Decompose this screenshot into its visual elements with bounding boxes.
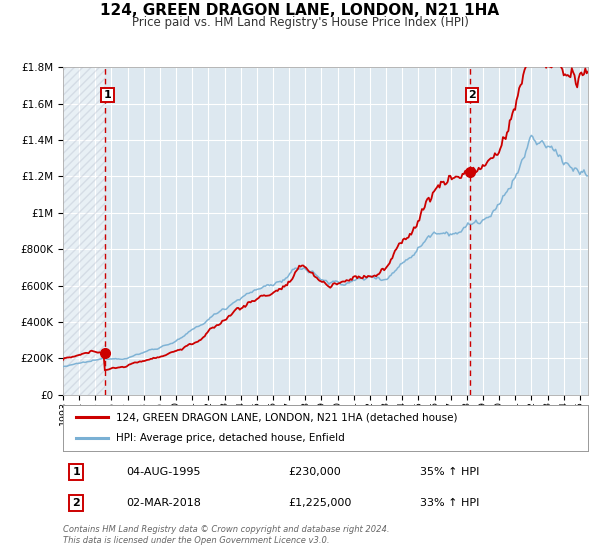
Text: 35% ↑ HPI: 35% ↑ HPI bbox=[420, 467, 479, 477]
Text: 02-MAR-2018: 02-MAR-2018 bbox=[126, 498, 201, 508]
Text: Price paid vs. HM Land Registry's House Price Index (HPI): Price paid vs. HM Land Registry's House … bbox=[131, 16, 469, 29]
Text: 2: 2 bbox=[468, 90, 476, 100]
Text: 33% ↑ HPI: 33% ↑ HPI bbox=[420, 498, 479, 508]
Text: 04-AUG-1995: 04-AUG-1995 bbox=[126, 467, 200, 477]
Bar bbox=[63, 67, 105, 395]
Text: Contains HM Land Registry data © Crown copyright and database right 2024.
This d: Contains HM Land Registry data © Crown c… bbox=[63, 525, 389, 545]
Text: £230,000: £230,000 bbox=[289, 467, 341, 477]
Text: £1,225,000: £1,225,000 bbox=[289, 498, 352, 508]
Text: 2: 2 bbox=[72, 498, 80, 508]
Text: 124, GREEN DRAGON LANE, LONDON, N21 1HA: 124, GREEN DRAGON LANE, LONDON, N21 1HA bbox=[100, 3, 500, 18]
Text: 1: 1 bbox=[72, 467, 80, 477]
Text: HPI: Average price, detached house, Enfield: HPI: Average price, detached house, Enfi… bbox=[115, 433, 344, 444]
Text: 124, GREEN DRAGON LANE, LONDON, N21 1HA (detached house): 124, GREEN DRAGON LANE, LONDON, N21 1HA … bbox=[115, 412, 457, 422]
Text: 1: 1 bbox=[103, 90, 111, 100]
